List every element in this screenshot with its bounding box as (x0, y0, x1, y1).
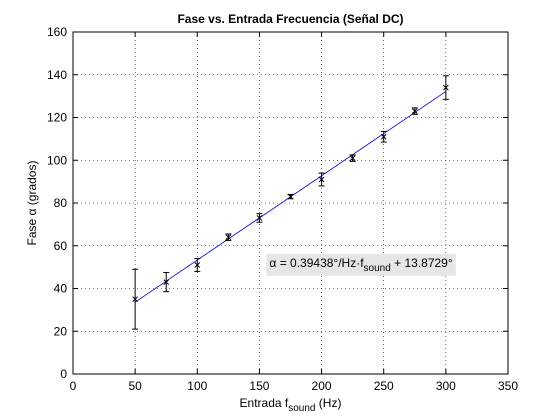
x-tick-label: 0 (70, 379, 77, 393)
y-tick-label: 60 (54, 239, 68, 253)
x-tick-label: 100 (187, 379, 207, 393)
x-axis-label-main: Entrada f (240, 396, 289, 410)
annotation-suffix: + 13.8729° (391, 256, 453, 270)
x-tick-label: 350 (498, 379, 518, 393)
x-tick-label: 250 (374, 379, 394, 393)
data-points (132, 76, 449, 329)
annotation-main: α = 0.39438°/Hz·f (269, 256, 364, 270)
y-tick-label: 0 (60, 367, 67, 381)
data-point (288, 194, 294, 199)
data-point (132, 269, 138, 329)
x-tick-label: 50 (128, 379, 142, 393)
data-point (194, 259, 200, 272)
ticks: 0 50 100 150 200 250 300 350 0 20 40 60 80 100 120 140 1… (47, 25, 518, 393)
x-tick-label: 150 (249, 379, 269, 393)
x-axis-label: Entrada fsound (Hz) (240, 396, 342, 414)
data-point (350, 155, 356, 161)
grid (73, 32, 508, 374)
data-point (381, 131, 387, 142)
data-point (319, 173, 325, 186)
y-tick-label: 40 (54, 282, 68, 296)
x-tick-label: 200 (312, 379, 332, 393)
y-axis-label: Fase α (grados) (25, 161, 39, 246)
y-axis-label-main: Fase (25, 215, 39, 245)
y-tick-label: 80 (54, 196, 68, 210)
y-tick-label: 140 (47, 68, 67, 82)
y-tick-label: 120 (47, 111, 67, 125)
fit-equation-annotation: α = 0.39438°/Hz·fsound + 13.8729° (266, 254, 455, 276)
chart-title: Fase vs. Entrada Frecuencia (Señal DC) (177, 12, 403, 26)
y-tick-label: 160 (47, 25, 67, 39)
plot-frame (73, 32, 508, 374)
x-axis-label-subscript: sound (288, 403, 315, 414)
x-axis-label-unit: (Hz) (315, 396, 341, 410)
annotation-subscript: sound (364, 263, 391, 274)
y-tick-label: 20 (54, 324, 68, 338)
data-point (443, 76, 449, 100)
y-axis-label-unit: (grados) (25, 161, 39, 209)
x-tick-label: 300 (436, 379, 456, 393)
y-tick-label: 100 (47, 153, 67, 167)
data-point (256, 214, 262, 223)
